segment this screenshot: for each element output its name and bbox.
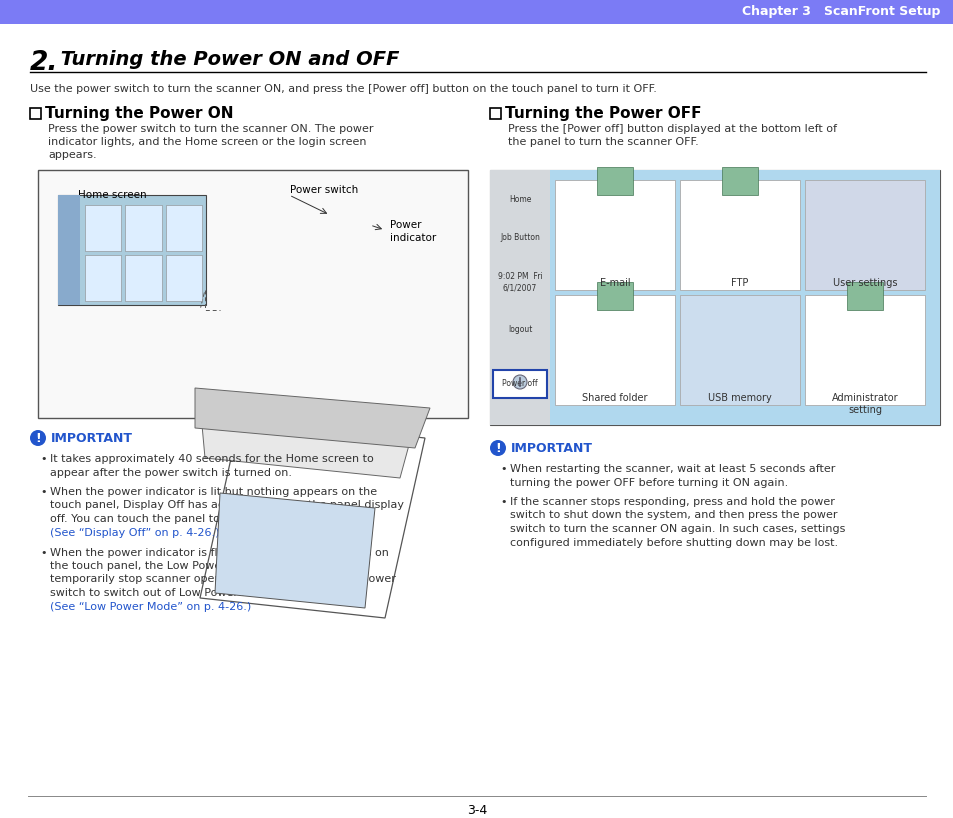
Text: !: ! — [35, 432, 41, 444]
Bar — [166, 255, 202, 301]
Text: It takes approximately 40 seconds for the Home screen to: It takes approximately 40 seconds for th… — [50, 454, 374, 464]
Text: the panel to turn the scanner OFF.: the panel to turn the scanner OFF. — [507, 137, 698, 147]
Bar — [490, 170, 550, 425]
Text: turning the power OFF before turning it ON again.: turning the power OFF before turning it … — [510, 478, 787, 488]
Text: !: ! — [495, 442, 500, 455]
Text: Press the [Power off] button displayed at the bottom left of: Press the [Power off] button displayed a… — [507, 124, 836, 134]
Bar — [125, 205, 161, 251]
Bar — [555, 295, 675, 405]
Text: appears.: appears. — [48, 150, 96, 160]
Text: USB memory: USB memory — [707, 393, 771, 403]
Text: switch to shut down the system, and then press the power: switch to shut down the system, and then… — [510, 510, 837, 520]
Bar — [804, 180, 924, 290]
Text: Shared folder: Shared folder — [581, 393, 647, 403]
Text: indicator lights, and the Home screen or the login screen: indicator lights, and the Home screen or… — [48, 137, 366, 147]
Text: switch to switch out of Low Power mode.: switch to switch out of Low Power mode. — [50, 588, 280, 598]
Bar — [490, 170, 939, 425]
Text: •: • — [499, 464, 506, 474]
Text: touch panel, Display Off has activated to turn the panel display: touch panel, Display Off has activated t… — [50, 501, 403, 510]
Polygon shape — [200, 403, 415, 478]
Bar — [721, 167, 758, 195]
Text: •: • — [40, 454, 47, 464]
Text: 9:02 PM  Fri
6/1/2007: 9:02 PM Fri 6/1/2007 — [497, 272, 542, 293]
Bar — [85, 255, 121, 301]
Bar — [597, 167, 633, 195]
Text: logout: logout — [507, 325, 532, 334]
Polygon shape — [194, 388, 430, 448]
Bar — [38, 170, 468, 418]
Text: Turning the Power ON: Turning the Power ON — [45, 106, 233, 121]
Polygon shape — [214, 493, 375, 608]
Text: indicator: indicator — [390, 233, 436, 243]
Text: off. You can touch the panel to restore the display.: off. You can touch the panel to restore … — [50, 514, 333, 524]
Bar — [597, 282, 633, 310]
Text: Power off: Power off — [501, 380, 537, 389]
Text: appear after the power switch is turned on.: appear after the power switch is turned … — [50, 468, 292, 478]
Bar — [490, 108, 500, 119]
Text: If the scanner stops responding, press and hold the power: If the scanner stops responding, press a… — [510, 497, 834, 507]
Bar — [493, 370, 546, 398]
Circle shape — [513, 375, 526, 389]
Text: switch to turn the scanner ON again. In such cases, settings: switch to turn the scanner ON again. In … — [510, 524, 844, 534]
Text: Chapter 3   ScanFront Setup: Chapter 3 ScanFront Setup — [740, 6, 939, 19]
Circle shape — [490, 440, 505, 456]
Text: Home: Home — [508, 195, 531, 204]
Bar — [30, 108, 41, 119]
Text: Turning the Power ON and OFF: Turning the Power ON and OFF — [54, 50, 399, 69]
Text: IMPORTANT: IMPORTANT — [51, 432, 132, 444]
Bar — [125, 255, 161, 301]
Text: (See “Low Power Mode” on p. 4-26.): (See “Low Power Mode” on p. 4-26.) — [50, 601, 251, 612]
Text: Administrator
setting: Administrator setting — [831, 393, 898, 415]
Text: the touch panel, the Low Power mode has activated to: the touch panel, the Low Power mode has … — [50, 561, 355, 571]
Text: When the power indicator is lit but nothing appears on the: When the power indicator is lit but noth… — [50, 487, 376, 497]
Text: User settings: User settings — [832, 278, 897, 288]
Text: Power switch: Power switch — [290, 185, 358, 195]
Bar — [58, 195, 206, 305]
Text: Power: Power — [390, 220, 421, 230]
Circle shape — [30, 430, 46, 446]
Text: When the power indicator is flashing but nothing appears on: When the power indicator is flashing but… — [50, 547, 389, 558]
Bar — [804, 295, 924, 405]
Bar — [555, 180, 675, 290]
Bar — [846, 282, 882, 310]
Text: configured immediately before shutting down may be lost.: configured immediately before shutting d… — [510, 537, 838, 547]
Text: When restarting the scanner, wait at least 5 seconds after: When restarting the scanner, wait at lea… — [510, 464, 835, 474]
Text: Turning the Power OFF: Turning the Power OFF — [504, 106, 700, 121]
Text: Press the power switch to turn the scanner ON. The power: Press the power switch to turn the scann… — [48, 124, 374, 134]
Bar — [85, 205, 121, 251]
Bar — [0, 0, 953, 24]
Text: (See “Display Off” on p. 4-26.): (See “Display Off” on p. 4-26.) — [50, 528, 219, 537]
Text: •: • — [40, 547, 47, 558]
Bar — [166, 205, 202, 251]
Text: Use the power switch to turn the scanner ON, and press the [Power off] button on: Use the power switch to turn the scanner… — [30, 84, 657, 94]
Text: E-mail: E-mail — [599, 278, 630, 288]
Text: FTP: FTP — [731, 278, 748, 288]
Bar — [679, 180, 800, 290]
Text: IMPORTANT: IMPORTANT — [511, 442, 593, 455]
Text: Job Button: Job Button — [499, 233, 539, 242]
Bar — [58, 195, 80, 305]
Text: •: • — [499, 497, 506, 507]
Text: •: • — [40, 487, 47, 497]
Text: Home screen: Home screen — [78, 190, 147, 200]
Bar — [679, 295, 800, 405]
Text: 2.: 2. — [30, 50, 58, 76]
Text: temporarily stop scanner operations. You can press the power: temporarily stop scanner operations. You… — [50, 574, 395, 585]
Text: 3-4: 3-4 — [466, 804, 487, 817]
Bar — [490, 170, 939, 425]
